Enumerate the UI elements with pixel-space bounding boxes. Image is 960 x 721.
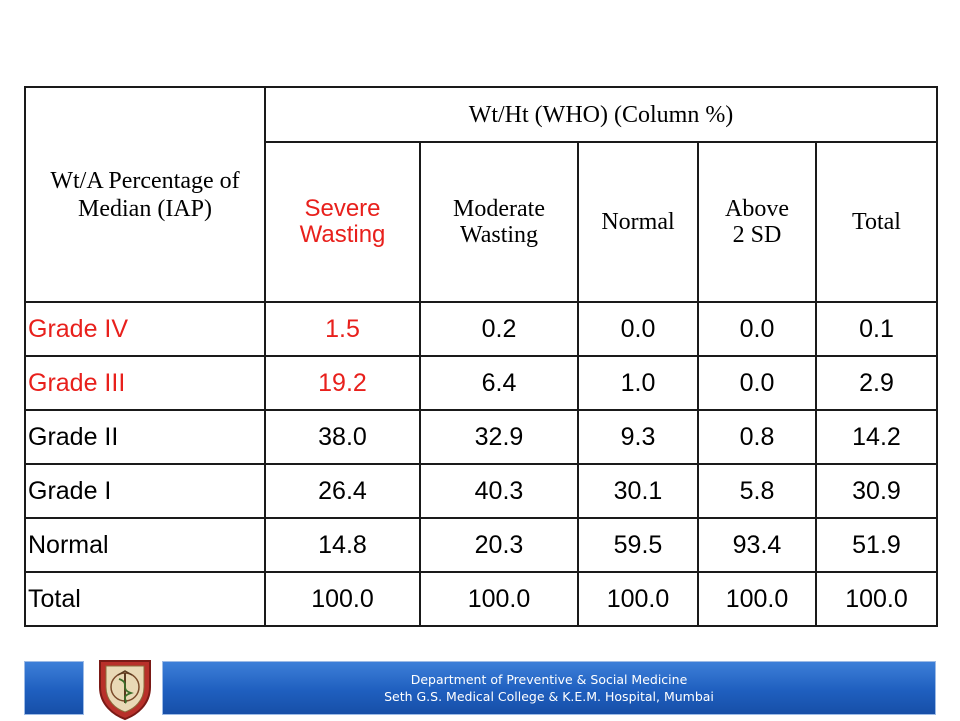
row-label: Grade IV [24, 301, 266, 357]
footer-institution: Seth G.S. Medical College & K.E.M. Hospi… [384, 689, 714, 704]
column-header-normal: Normal [577, 141, 699, 303]
table-cell: 19.2 [264, 355, 421, 411]
data-table: Wt/A Percentage of Median (IAP) Wt/Ht (W… [24, 86, 938, 627]
table-row: Grade I 26.4 40.3 30.1 5.8 30.9 [24, 463, 938, 519]
table-cell: 0.0 [697, 355, 817, 411]
group-header-cell: Wt/Ht (WHO) (Column %) [264, 86, 938, 143]
table-cell: 100.0 [577, 571, 699, 627]
column-header-moderate-wasting: Moderate Wasting [419, 141, 579, 303]
group-header-text: Wt/Ht (WHO) (Column %) [468, 101, 734, 128]
table-cell: 14.8 [264, 517, 421, 573]
table-cell: 59.5 [577, 517, 699, 573]
footer-department: Department of Preventive & Social Medici… [410, 672, 688, 687]
footer-bar-right: Department of Preventive & Social Medici… [162, 661, 936, 715]
table-cell: 0.8 [697, 409, 817, 465]
table-cell: 100.0 [264, 571, 421, 627]
table-cell: 0.0 [697, 301, 817, 357]
footer-bar-left [24, 661, 84, 715]
table-cell: 0.2 [419, 301, 579, 357]
table-cell: 5.8 [697, 463, 817, 519]
column-header-label: Total [852, 209, 901, 235]
table-cell: 0.1 [815, 301, 938, 357]
column-header-label: Normal [601, 209, 675, 235]
column-header-total: Total [815, 141, 938, 303]
table-cell: 26.4 [264, 463, 421, 519]
table-cell: 100.0 [815, 571, 938, 627]
table-cell: 1.0 [577, 355, 699, 411]
table-cell: 1.5 [264, 301, 421, 357]
table-row: Grade IV 1.5 0.2 0.0 0.0 0.1 [24, 301, 938, 357]
row-label: Total [24, 571, 266, 627]
row-header-cell: Wt/A Percentage of Median (IAP) [24, 86, 266, 303]
row-label: Normal [24, 517, 266, 573]
table-row: Normal 14.8 20.3 59.5 93.4 51.9 [24, 517, 938, 573]
college-crest-icon [99, 660, 151, 721]
table-cell: 6.4 [419, 355, 579, 411]
table-cell: 30.9 [815, 463, 938, 519]
table-cell: 9.3 [577, 409, 699, 465]
table-cell: 14.2 [815, 409, 938, 465]
table-cell: 40.3 [419, 463, 579, 519]
row-label: Grade I [24, 463, 266, 519]
column-header-above-2sd: Above 2 SD [697, 141, 817, 303]
row-header-text: Wt/A Percentage of Median (IAP) [50, 167, 240, 222]
table-cell: 38.0 [264, 409, 421, 465]
table-cell: 0.0 [577, 301, 699, 357]
row-label: Grade II [24, 409, 266, 465]
table-cell: 20.3 [419, 517, 579, 573]
table-cell: 100.0 [697, 571, 817, 627]
table-row: Grade III 19.2 6.4 1.0 0.0 2.9 [24, 355, 938, 411]
row-label: Grade III [24, 355, 266, 411]
column-header-label: Above 2 SD [725, 196, 789, 248]
table-cell: 93.4 [697, 517, 817, 573]
column-header-label: Moderate Wasting [453, 196, 545, 248]
table-row: Grade II 38.0 32.9 9.3 0.8 14.2 [24, 409, 938, 465]
table-cell: 30.1 [577, 463, 699, 519]
column-header-severe-wasting: Severe Wasting [264, 141, 421, 303]
table-cell: 32.9 [419, 409, 579, 465]
table-cell: 2.9 [815, 355, 938, 411]
table-row: Total 100.0 100.0 100.0 100.0 100.0 [24, 571, 938, 627]
footer: Department of Preventive & Social Medici… [24, 660, 936, 721]
column-header-label: Severe Wasting [299, 195, 386, 248]
table-cell: 100.0 [419, 571, 579, 627]
table-cell: 51.9 [815, 517, 938, 573]
